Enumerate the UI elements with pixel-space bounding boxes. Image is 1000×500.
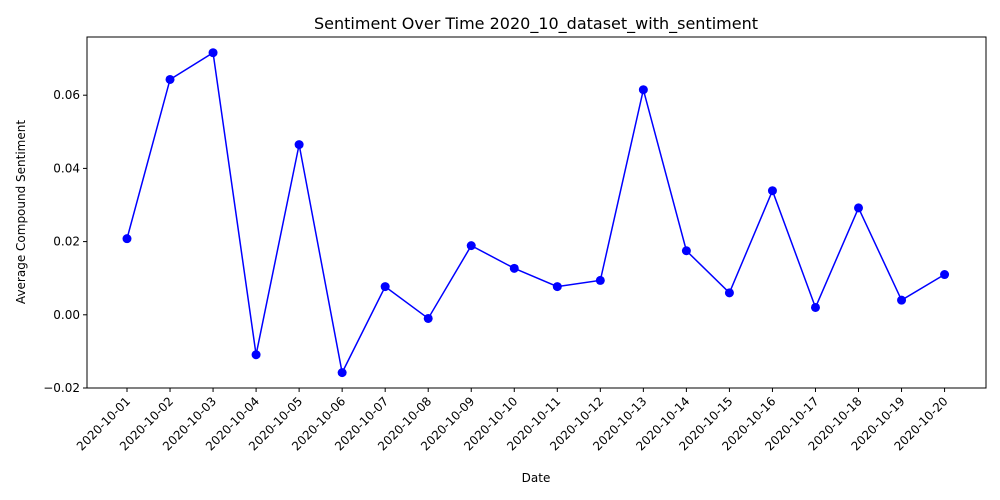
chart-title: Sentiment Over Time 2020_10_dataset_with… [314,14,758,34]
y-tick-label: 0.06 [53,88,80,102]
x-axis-title: Date [522,471,551,485]
data-point [940,270,949,279]
data-point [768,186,777,195]
data-point [596,276,605,285]
data-point [295,140,304,149]
data-point [897,296,906,305]
data-point [123,234,132,243]
y-tick-label: −0.02 [43,381,80,395]
data-point [553,282,562,291]
y-tick-label: 0.00 [53,308,80,322]
data-point [338,368,347,377]
data-point [467,241,476,250]
y-tick-label: 0.02 [53,235,80,249]
data-point [510,264,519,273]
data-point [252,350,261,359]
data-point [424,314,433,323]
y-axis-title: Average Compound Sentiment [14,120,28,304]
y-tick-label: 0.04 [53,161,80,175]
data-point [209,48,218,57]
data-point [854,203,863,212]
data-point [682,246,691,255]
data-point [166,75,175,84]
data-point [639,85,648,94]
data-point [381,282,390,291]
data-point [811,303,820,312]
data-point [725,288,734,297]
